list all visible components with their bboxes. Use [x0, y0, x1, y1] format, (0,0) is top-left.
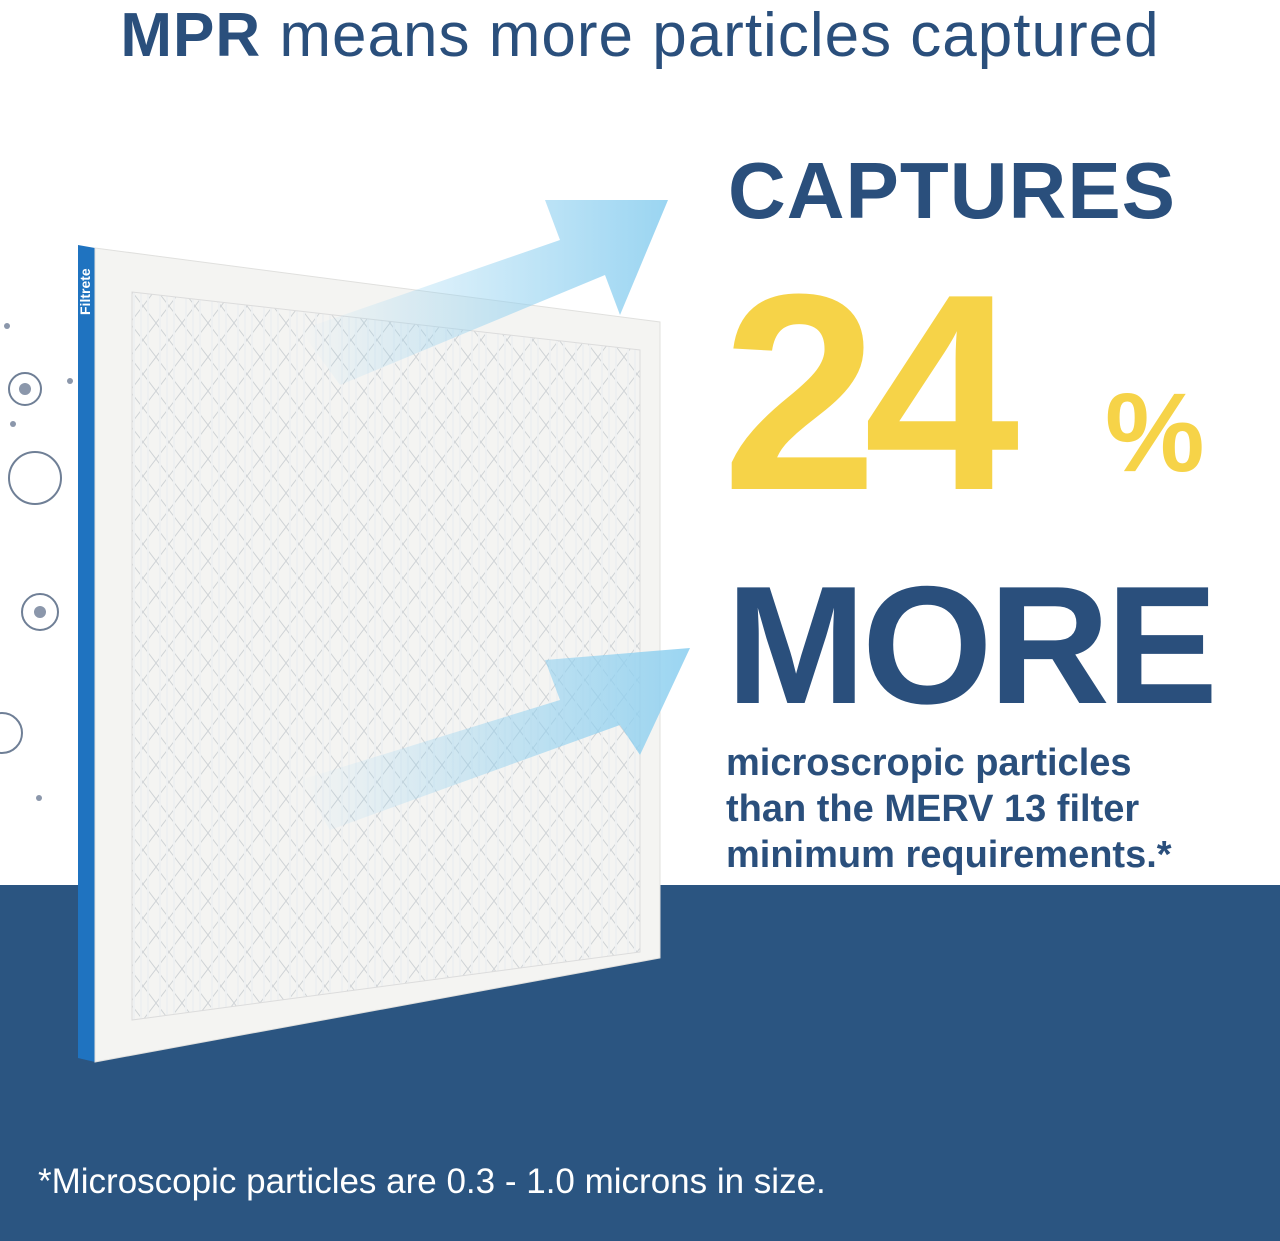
filter-mesh — [131, 291, 641, 1021]
particle-gear-icon — [8, 372, 42, 406]
claim-body: microscropic particles than the MERV 13 … — [726, 740, 1172, 878]
percentage-number: 24 — [722, 237, 1019, 549]
particle-dust-icon — [8, 451, 62, 505]
filter-side-edge — [78, 245, 95, 1062]
particle-gear-icon — [21, 593, 59, 631]
more-heading: MORE — [726, 551, 1218, 739]
page-title: MPR means more particles captured — [120, 1, 1160, 70]
claim-line: minimum requirements.* — [726, 834, 1172, 876]
particle-dots — [4, 323, 73, 801]
particle-icons — [0, 372, 62, 754]
airflow-arrow-icon — [300, 648, 690, 830]
percent-sign: % — [1105, 370, 1205, 495]
airflow-arrow-icon — [300, 200, 668, 385]
particle-icon — [0, 712, 23, 754]
claim-line: microscropic particles — [726, 742, 1132, 784]
captures-heading: CAPTURES — [728, 146, 1177, 235]
footnote: *Microscopic particles are 0.3 - 1.0 mic… — [38, 1162, 826, 1201]
brand-logo: Filtrete — [77, 268, 93, 315]
claim-line: than the MERV 13 filter — [726, 788, 1140, 830]
